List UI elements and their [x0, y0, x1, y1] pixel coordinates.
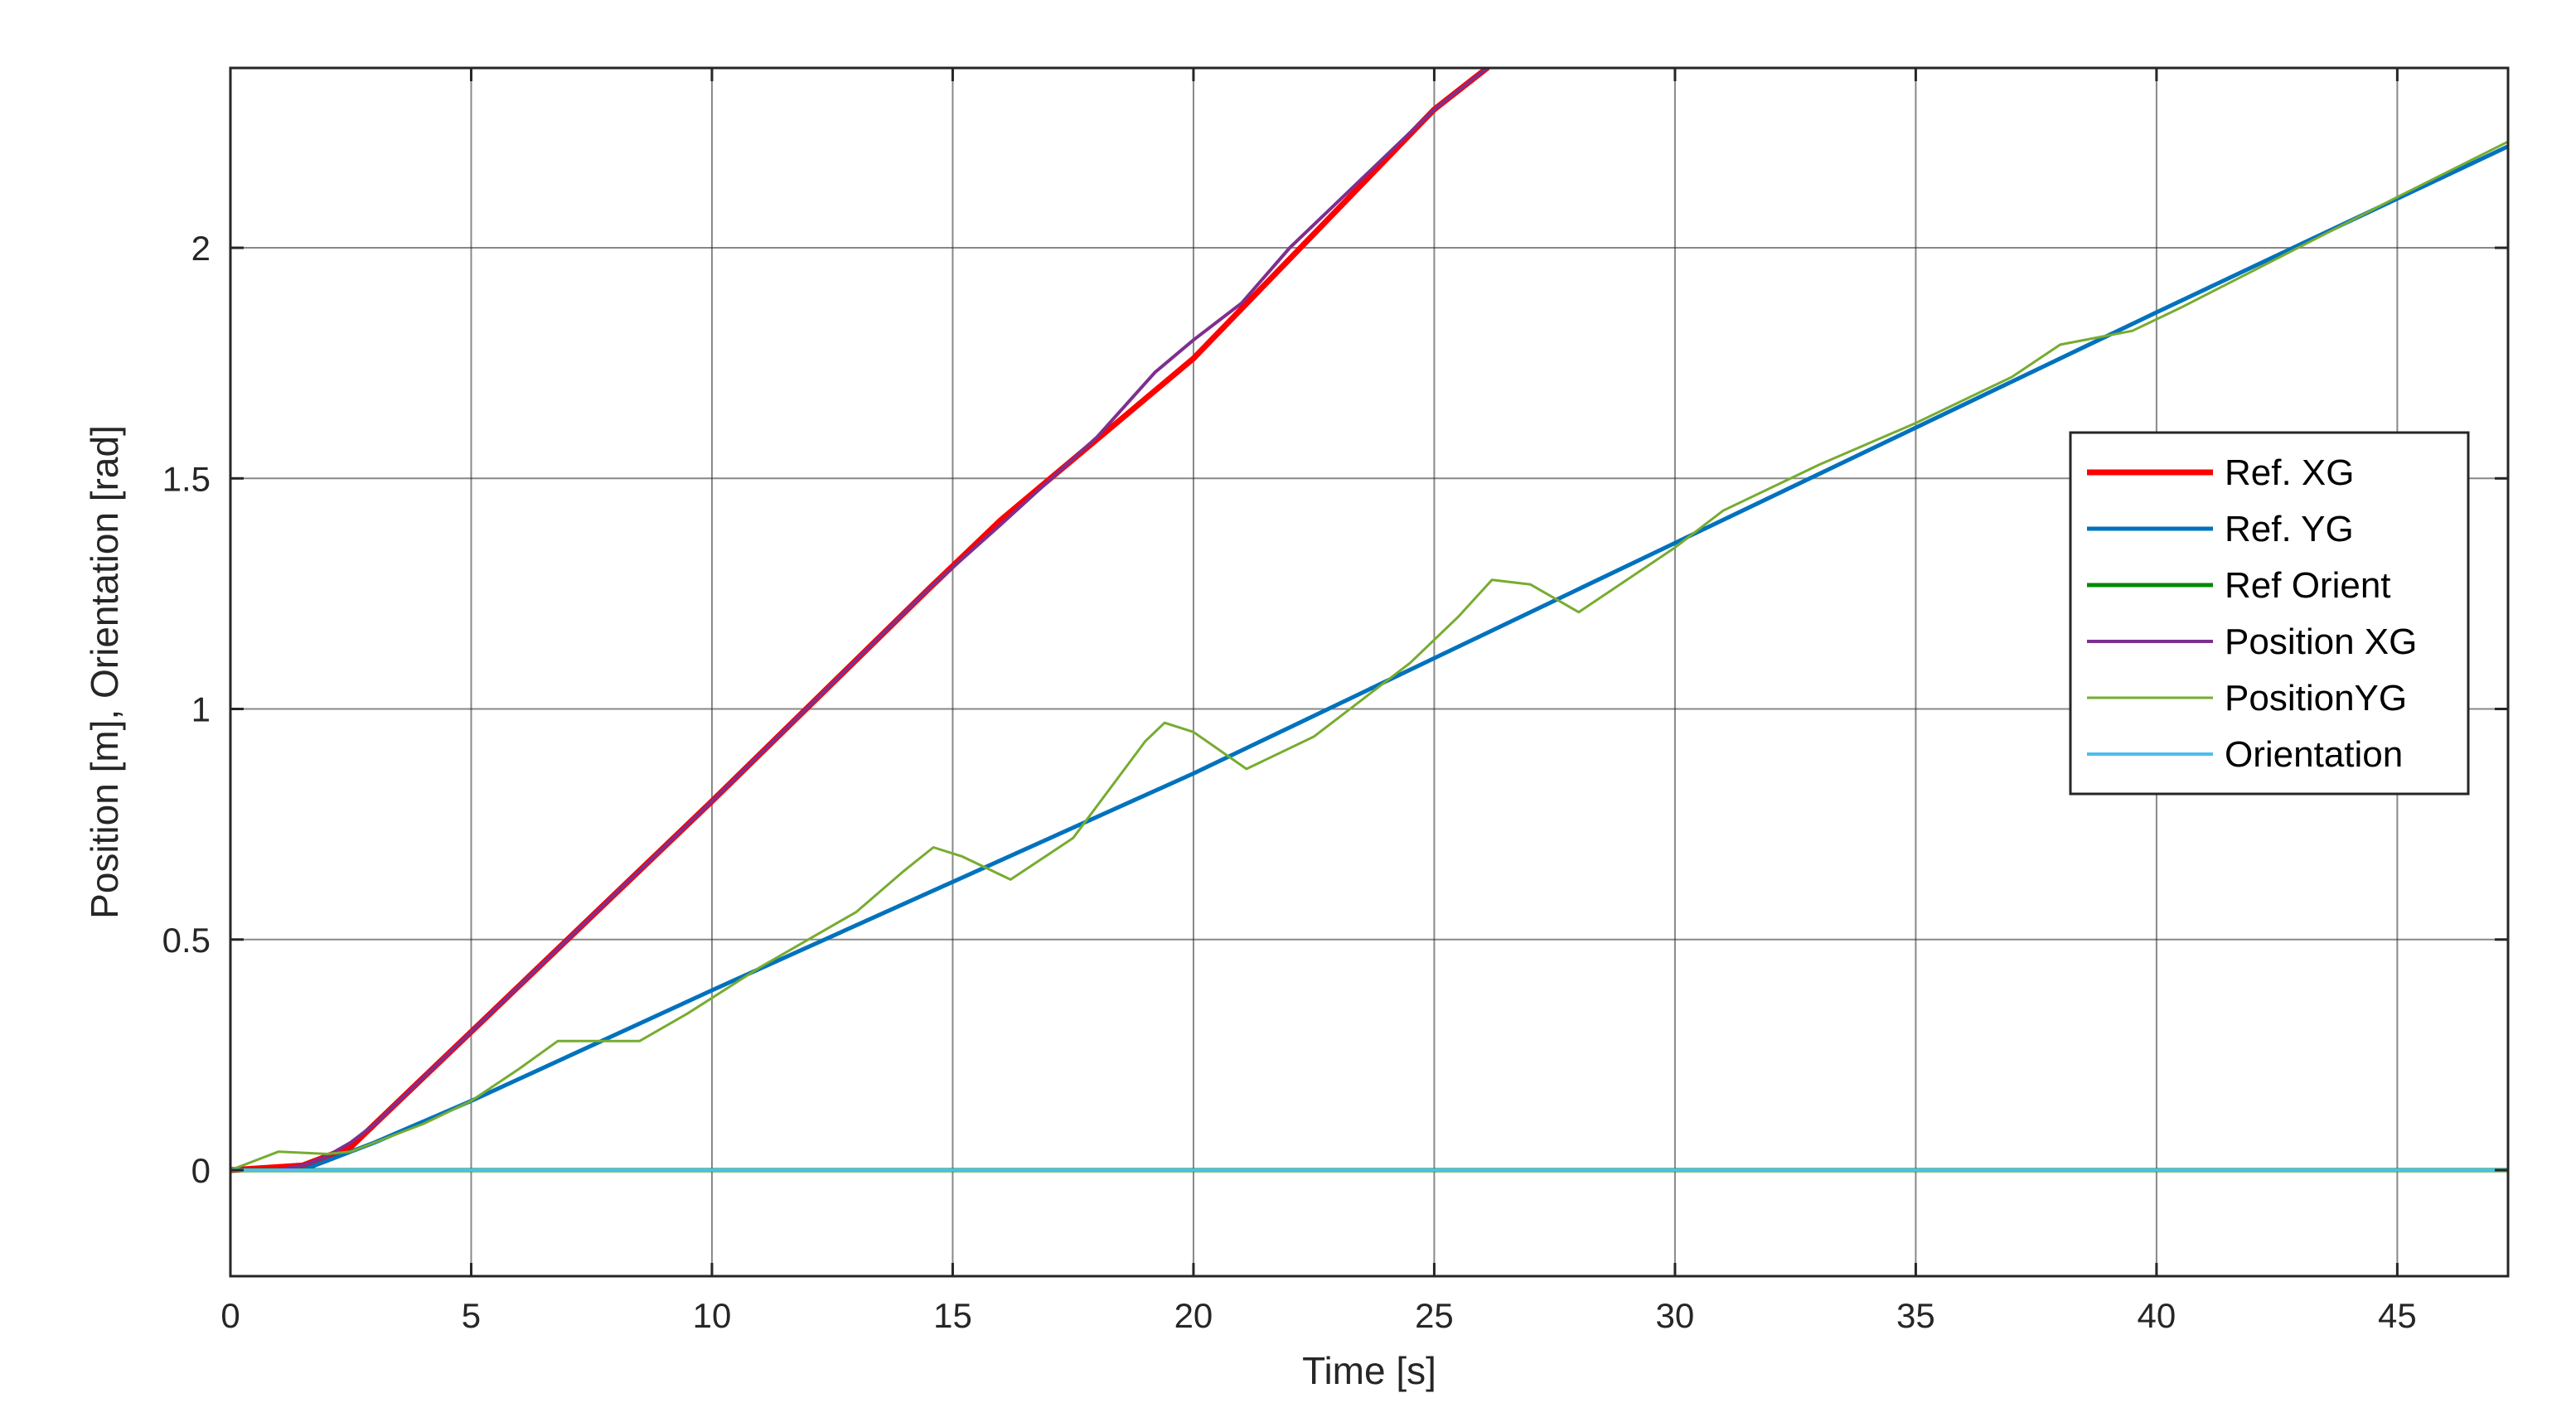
tick-marks	[229, 68, 2508, 1276]
x-axis-label: Time [s]	[1302, 1349, 1436, 1392]
legend: Ref. XG Ref. YG Ref Orient Position XG Posit…	[2069, 431, 2470, 796]
x-tick-label: 5	[462, 1296, 481, 1335]
x-tick-label: 30	[1656, 1296, 1695, 1335]
x-tick-label: 35	[1896, 1296, 1935, 1335]
legend-label: Ref. XG	[2225, 452, 2355, 493]
legend-label: Position XG	[2225, 622, 2417, 662]
axes-frame	[229, 66, 2510, 1278]
y-tick-label: 1	[191, 690, 211, 729]
y-tick-labels: 0 0.5 1 1.5 2	[162, 229, 211, 1190]
series-lines	[230, 68, 2508, 1173]
x-tick-label: 15	[933, 1296, 972, 1335]
y-tick-label: 1.5	[162, 459, 211, 498]
x-tick-label: 45	[2378, 1296, 2417, 1335]
x-tick-labels: 0 5 10 15 20 25 30 35 40 45	[220, 1296, 2416, 1335]
series-line-5	[230, 140, 2508, 1172]
series-line-4	[230, 68, 1489, 1172]
x-tick-label: 20	[1174, 1296, 1213, 1335]
y-tick-label: 0	[191, 1151, 211, 1190]
y-tick-label: 2	[191, 229, 211, 268]
legend-label: PositionYG	[2225, 678, 2407, 718]
legend-label: Orientation	[2225, 734, 2403, 775]
legend-label: Ref Orient	[2225, 565, 2391, 606]
x-tick-label: 40	[2138, 1296, 2177, 1335]
y-axis-label: Position [m], Orientation [rad]	[83, 425, 126, 919]
legend-label: Ref. YG	[2225, 509, 2354, 549]
x-tick-label: 0	[220, 1296, 240, 1335]
x-tick-label: 25	[1415, 1296, 1454, 1335]
x-tick-label: 10	[693, 1296, 732, 1335]
legend-box	[2069, 431, 2470, 796]
y-tick-label: 0.5	[162, 921, 211, 960]
